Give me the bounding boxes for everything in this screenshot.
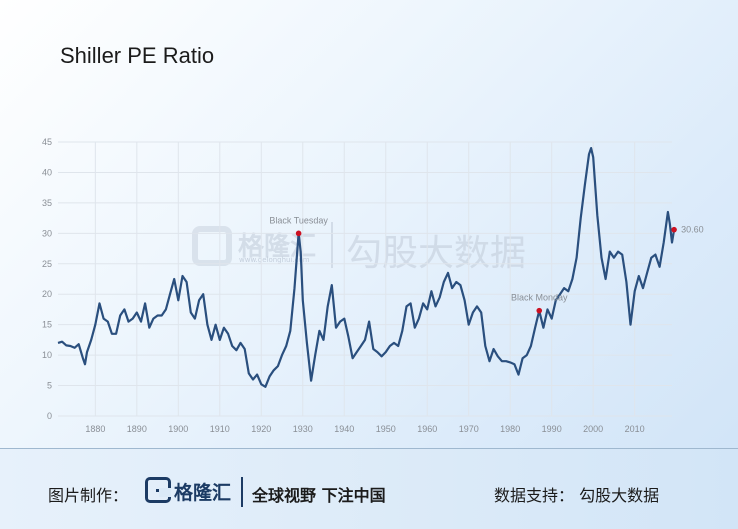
x-tick-label: 1960 — [417, 424, 437, 434]
y-axis-ticks: 0 5 10 15 20 25 30 35 40 45 — [42, 137, 52, 421]
annotation-marker — [536, 307, 543, 314]
annotation-label: 30.60 — [681, 225, 704, 235]
x-tick-label: 1920 — [251, 424, 271, 434]
x-tick-label: 2000 — [583, 424, 603, 434]
y-tick-label: 40 — [42, 167, 52, 177]
watermark-divider — [331, 222, 333, 268]
x-tick-label: 1900 — [168, 424, 188, 434]
x-tick-label: 1950 — [376, 424, 396, 434]
x-tick-label: 1990 — [542, 424, 562, 434]
footer-bar — [0, 449, 738, 529]
series-line — [57, 147, 676, 388]
y-tick-label: 25 — [42, 259, 52, 269]
gelonghui-logo-icon — [145, 477, 171, 503]
y-tick-label: 30 — [42, 228, 52, 238]
watermark-url: www.gelonghui.com — [239, 256, 310, 264]
watermark-logo-icon — [192, 226, 232, 266]
footer-divider-line — [0, 448, 738, 449]
annotation-marker — [671, 226, 677, 233]
x-tick-label: 1940 — [334, 424, 354, 434]
y-tick-label: 45 — [42, 137, 52, 147]
footer-slogan: 全球视野 下注中国 — [252, 486, 386, 505]
chart-grid — [58, 141, 672, 417]
y-tick-label: 15 — [42, 320, 52, 330]
x-axis-ticks: 1880 1890 1900 1910 1920 1930 1940 1950 1960 1970… — [85, 424, 644, 434]
annotation-marker — [295, 230, 302, 237]
chart-annotations: Black Tuesday Black Monday 30.60 — [269, 215, 704, 314]
x-tick-label: 1970 — [459, 424, 479, 434]
x-tick-label: 1890 — [127, 424, 147, 434]
credit-label: 图片制作： — [48, 486, 129, 505]
footer-logo-text: 格隆汇 — [174, 482, 232, 504]
x-tick-label: 1910 — [210, 424, 230, 434]
y-tick-label: 35 — [42, 198, 52, 208]
x-tick-label: 1930 — [293, 424, 313, 434]
x-tick-label: 2010 — [625, 424, 645, 434]
y-tick-label: 0 — [47, 411, 52, 421]
chart-title: Shiller PE Ratio — [60, 43, 215, 68]
y-tick-label: 5 — [47, 381, 52, 391]
y-tick-label: 20 — [42, 289, 52, 299]
data-support-text: 数据支持： 勾股大数据 — [494, 486, 660, 505]
chart-series — [57, 147, 676, 388]
x-tick-label: 1880 — [85, 424, 105, 434]
y-tick-label: 10 — [42, 350, 52, 360]
footer-divider — [241, 477, 243, 507]
x-tick-label: 1980 — [500, 424, 520, 434]
watermark-text: 勾股大数据 — [346, 233, 527, 274]
annotation-label: Black Monday — [511, 293, 568, 303]
annotation-label: Black Tuesday — [269, 215, 328, 225]
